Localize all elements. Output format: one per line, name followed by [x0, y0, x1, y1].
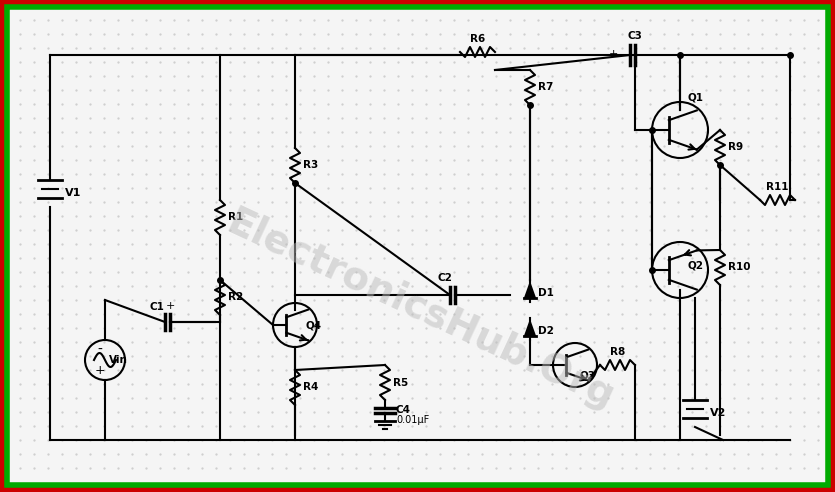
Text: R10: R10 [728, 263, 751, 273]
Text: R5: R5 [393, 377, 408, 388]
Text: Q2: Q2 [688, 260, 704, 270]
Text: C4: C4 [396, 405, 411, 415]
Text: R2: R2 [228, 293, 243, 303]
Text: R8: R8 [610, 347, 625, 357]
Polygon shape [525, 284, 535, 298]
Text: +: + [94, 364, 105, 376]
Text: D2: D2 [538, 326, 554, 336]
Text: +: + [166, 301, 175, 311]
Text: R3: R3 [303, 160, 318, 171]
Text: C2: C2 [438, 273, 453, 283]
Text: Q1: Q1 [688, 93, 704, 103]
Text: +: + [609, 49, 618, 59]
Text: C1: C1 [149, 302, 164, 312]
Text: D1: D1 [538, 288, 554, 298]
Polygon shape [525, 322, 535, 336]
Text: ElectronicsHub.Org: ElectronicsHub.Org [220, 203, 620, 417]
Text: C3: C3 [628, 31, 643, 41]
Text: Q3: Q3 [580, 370, 596, 380]
Text: V2: V2 [710, 408, 726, 418]
Text: Q4: Q4 [305, 320, 321, 330]
Text: R7: R7 [538, 83, 554, 92]
Text: R11: R11 [767, 182, 789, 192]
Text: -: - [98, 343, 103, 357]
Text: R9: R9 [728, 143, 743, 153]
Text: R6: R6 [470, 34, 485, 44]
Text: R4: R4 [303, 382, 318, 393]
Text: V1: V1 [65, 188, 81, 198]
Text: R1: R1 [228, 213, 243, 222]
Text: Vin: Vin [109, 355, 128, 365]
Text: 0.01μF: 0.01μF [396, 415, 429, 425]
